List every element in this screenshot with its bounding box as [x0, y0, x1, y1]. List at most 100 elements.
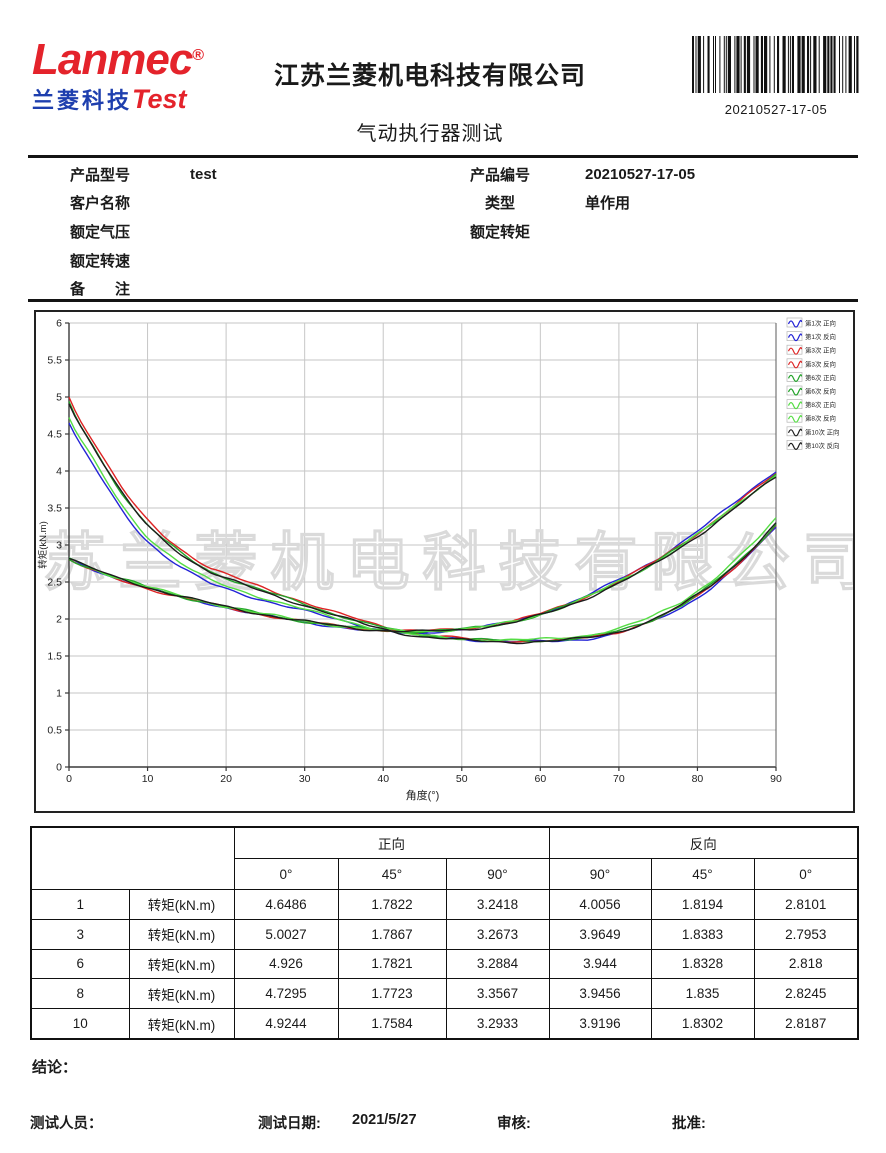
legend-label: 第8次 反向 [805, 414, 836, 423]
legend-label: 第10次 正向 [805, 427, 839, 436]
barcode-bar [725, 36, 727, 93]
table-angle-header: 0° [753, 858, 859, 890]
table-group-header: 正向 [233, 826, 550, 859]
torque-value-cell: 3.2673 [445, 918, 550, 950]
legend-swatch-box [786, 331, 803, 341]
barcode-bar [791, 36, 794, 93]
barcode-bar [789, 36, 791, 93]
legend-label: 第3次 反向 [805, 359, 836, 368]
field-label: 类型 [484, 195, 515, 213]
x-tick-label: 30 [299, 773, 311, 785]
torque-value-cell: 3.9456 [548, 978, 652, 1010]
legend-label: 第1次 正向 [805, 319, 836, 328]
torque-value-cell: 4.7295 [233, 978, 339, 1010]
field-label: 额定转矩 [469, 223, 530, 241]
torque-value-cell: 1.7822 [337, 889, 447, 920]
company-name: 江苏兰菱机电科技有限公司 [273, 62, 586, 90]
legend-line-icon [787, 333, 803, 342]
y-tick-label: 0.5 [47, 725, 62, 737]
info-right-column: 产品编号 20210527-17-05 类型 单作用额定转矩 [468, 160, 828, 246]
x-tick-label: 20 [220, 773, 232, 785]
logo-brand-text: Lanmec [32, 35, 193, 84]
legend-label: 第8次 正向 [805, 400, 836, 409]
info-field-row: 备 注 [70, 274, 410, 303]
field-value: 单作用 [585, 195, 631, 213]
legend-label: 第6次 正向 [805, 373, 836, 382]
row-label-cell: 转矩(kN.m) [128, 889, 235, 920]
date-value: 2021/5/27 [352, 1112, 417, 1128]
torque-value-cell: 3.2884 [445, 948, 550, 980]
torque-value-cell: 4.0056 [548, 889, 652, 920]
legend-swatch-box [786, 399, 803, 409]
field-value: 20210527-17-05 [585, 165, 696, 183]
legend-label: 第3次 正向 [805, 346, 836, 355]
info-left-column: 产品型号 test 客户名称 额定气压 额定转速备 注 [70, 160, 410, 303]
field-label: 额定转速 [70, 252, 131, 270]
barcode-bar [760, 36, 763, 93]
y-tick-label: 4 [56, 466, 62, 478]
logo-subtitle: 兰菱科技Test [32, 84, 242, 119]
legend-line-icon [787, 387, 803, 396]
row-label-cell: 转矩(kN.m) [128, 948, 235, 980]
y-tick-label: 1 [56, 688, 62, 700]
barcode-bar [703, 36, 705, 93]
barcode-bar [854, 36, 855, 93]
torque-value-cell: 1.8328 [650, 948, 755, 980]
info-field-row: 额定转速 [70, 246, 410, 275]
barcode-bar [707, 36, 710, 93]
row-number-cell: 10 [30, 1008, 130, 1040]
torque-value-cell: 3.2933 [445, 1008, 550, 1040]
barcode-bar [818, 36, 820, 93]
torque-value-cell: 1.7584 [337, 1008, 447, 1040]
torque-chart-svg: 江苏兰菱机电科技有限公司00.511.522.533.544.555.56010… [0, 318, 866, 803]
barcode-bar [736, 36, 740, 93]
field-label: 额定气压 [70, 223, 131, 241]
barcode-bar [845, 36, 847, 93]
x-axis-title: 角度(°) [406, 788, 440, 802]
x-tick-label: 80 [692, 773, 704, 785]
barcode-bar [842, 36, 844, 93]
legend-line-icon [787, 319, 803, 328]
torque-table: 正向 反向 0° 45° 90° 90° 45° 0° 1 转矩(kN.m) 4.6486 1.78… [30, 826, 859, 1040]
watermark-text: 江苏兰菱机电科技有限公司 [36, 528, 853, 598]
approve-label: 批准: [672, 1116, 706, 1132]
field-label: 客户名称 [70, 195, 131, 213]
torque-value-cell: 1.8383 [650, 918, 755, 950]
barcode-bar [813, 36, 817, 93]
barcode-bar [692, 36, 694, 93]
row-number-cell: 6 [30, 948, 130, 980]
torque-chart: 江苏兰菱机电科技有限公司00.511.522.533.544.555.56010… [0, 310, 866, 813]
report-title: 气动执行器测试 [356, 123, 504, 145]
torque-value-cell: 3.9649 [548, 918, 652, 950]
barcode-bar [753, 36, 755, 93]
registered-mark-icon: ® [192, 47, 204, 64]
legend-swatch-box [786, 412, 803, 423]
torque-value-cell: 1.7723 [337, 978, 447, 1010]
field-label: 产品编号 [469, 166, 530, 184]
barcode-bar [740, 36, 742, 93]
legend-label: 第1次 反向 [805, 332, 836, 341]
table-group-header: 反向 [548, 826, 859, 859]
barcode-bar [782, 36, 786, 93]
barcode-bar [755, 36, 759, 93]
x-tick-label: 90 [770, 773, 782, 785]
conclusion-label: 结论： [32, 1059, 78, 1076]
table-row: 3 转矩(kN.m) 5.0027 1.7867 3.2673 3.9649 1.8383 2… [30, 918, 859, 950]
y-tick-label: 3.5 [47, 503, 62, 515]
legend-swatch-box [786, 440, 803, 450]
barcode-bar [773, 36, 775, 93]
barcode-block: 20210527-17-05 [688, 36, 864, 117]
torque-value-cell: 3.9196 [548, 1008, 652, 1040]
x-tick-label: 10 [142, 773, 154, 785]
field-label: 备 注 [70, 281, 131, 299]
torque-value-cell: 5.0027 [233, 918, 339, 950]
info-field-row: 客户名称 [70, 189, 410, 218]
barcode-bar [715, 36, 716, 93]
barcode-bar [723, 36, 725, 93]
x-tick-label: 40 [377, 773, 389, 785]
legend-line-icon [787, 428, 803, 437]
y-tick-label: 6 [56, 318, 62, 330]
table-angle-header: 90° [445, 858, 550, 890]
barcode-bar [801, 36, 805, 93]
table-corner-cell [30, 826, 235, 890]
